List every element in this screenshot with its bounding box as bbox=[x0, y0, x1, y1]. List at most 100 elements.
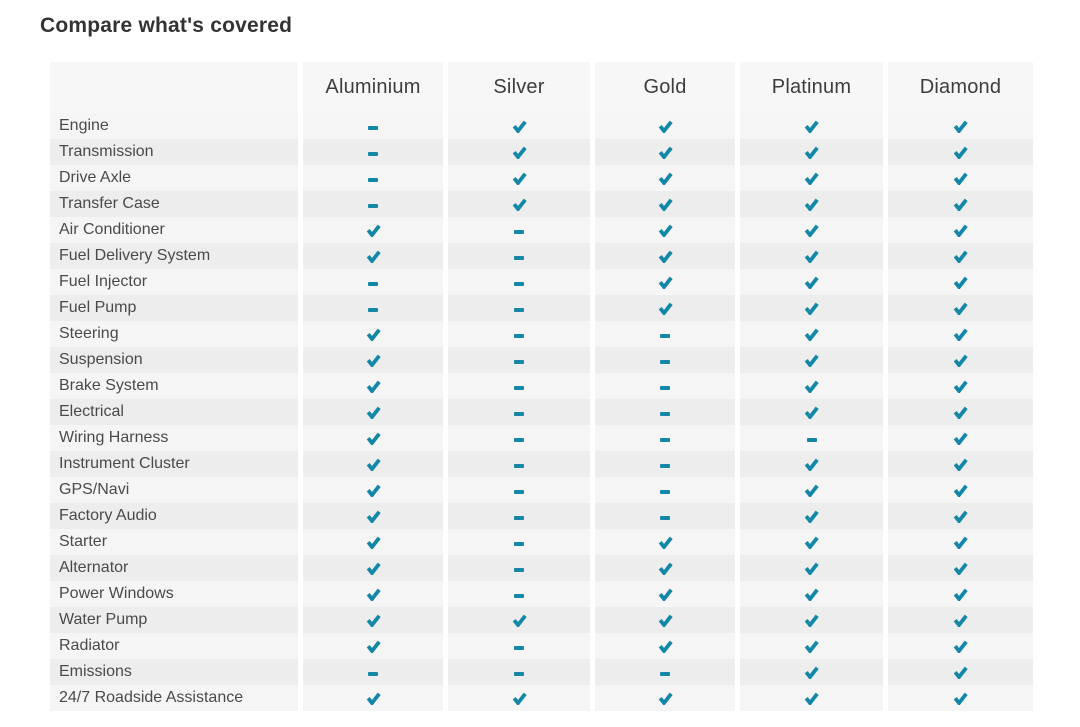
check-icon bbox=[953, 640, 968, 653]
coverage-cell bbox=[888, 217, 1033, 243]
coverage-cell bbox=[448, 555, 590, 581]
coverage-cell bbox=[448, 243, 590, 269]
coverage-cell bbox=[595, 295, 735, 321]
coverage-cell bbox=[740, 113, 883, 139]
coverage-cell bbox=[888, 503, 1033, 529]
coverage-cell bbox=[888, 659, 1033, 685]
check-icon bbox=[953, 692, 968, 705]
coverage-cell bbox=[888, 425, 1033, 451]
row-label: Factory Audio bbox=[50, 503, 298, 529]
coverage-cell bbox=[303, 529, 443, 555]
check-icon bbox=[804, 120, 819, 133]
check-icon bbox=[953, 562, 968, 575]
coverage-cell bbox=[448, 321, 590, 347]
check-icon bbox=[953, 302, 968, 315]
coverage-cell bbox=[595, 451, 735, 477]
check-icon bbox=[953, 614, 968, 627]
row-label: Radiator bbox=[50, 633, 298, 659]
check-icon bbox=[804, 172, 819, 185]
table-row: Air Conditioner bbox=[50, 217, 1033, 243]
coverage-cell bbox=[448, 529, 590, 555]
coverage-cell bbox=[303, 139, 443, 165]
check-icon bbox=[658, 588, 673, 601]
coverage-cell bbox=[888, 399, 1033, 425]
coverage-cell bbox=[595, 243, 735, 269]
dash-icon bbox=[514, 567, 524, 572]
table-row: GPS/Navi bbox=[50, 477, 1033, 503]
coverage-cell bbox=[595, 373, 735, 399]
coverage-cell bbox=[888, 529, 1033, 555]
table-row: Factory Audio bbox=[50, 503, 1033, 529]
coverage-cell bbox=[448, 633, 590, 659]
coverage-cell bbox=[595, 113, 735, 139]
coverage-cell bbox=[740, 347, 883, 373]
dash-icon bbox=[660, 359, 670, 364]
check-icon bbox=[804, 588, 819, 601]
check-icon bbox=[366, 510, 381, 523]
check-icon bbox=[804, 510, 819, 523]
coverage-cell bbox=[303, 217, 443, 243]
row-label: Power Windows bbox=[50, 581, 298, 607]
coverage-cell bbox=[740, 633, 883, 659]
coverage-cell bbox=[595, 477, 735, 503]
coverage-cell bbox=[448, 451, 590, 477]
check-icon bbox=[804, 380, 819, 393]
coverage-cell bbox=[888, 347, 1033, 373]
check-icon bbox=[804, 354, 819, 367]
coverage-cell bbox=[303, 503, 443, 529]
coverage-cell bbox=[448, 373, 590, 399]
dash-icon bbox=[368, 177, 378, 182]
check-icon bbox=[804, 198, 819, 211]
coverage-cell bbox=[303, 191, 443, 217]
coverage-cell bbox=[740, 503, 883, 529]
dash-icon bbox=[660, 411, 670, 416]
coverage-cell bbox=[448, 295, 590, 321]
coverage-cell bbox=[888, 165, 1033, 191]
coverage-cell bbox=[740, 477, 883, 503]
table-row: Steering bbox=[50, 321, 1033, 347]
page-title: Compare what's covered bbox=[40, 14, 293, 37]
coverage-cell bbox=[888, 191, 1033, 217]
coverage-cell bbox=[303, 347, 443, 373]
check-icon bbox=[953, 484, 968, 497]
coverage-cell bbox=[448, 347, 590, 373]
check-icon bbox=[804, 562, 819, 575]
row-label: Starter bbox=[50, 529, 298, 555]
dash-icon bbox=[368, 125, 378, 130]
coverage-cell bbox=[303, 659, 443, 685]
row-label: Alternator bbox=[50, 555, 298, 581]
check-icon bbox=[512, 146, 527, 159]
check-icon bbox=[804, 614, 819, 627]
dash-icon bbox=[660, 463, 670, 468]
coverage-cell bbox=[740, 269, 883, 295]
check-icon bbox=[953, 224, 968, 237]
check-icon bbox=[953, 380, 968, 393]
row-label: Wiring Harness bbox=[50, 425, 298, 451]
check-icon bbox=[953, 666, 968, 679]
check-icon bbox=[804, 146, 819, 159]
coverage-cell bbox=[448, 607, 590, 633]
dash-icon bbox=[368, 281, 378, 286]
coverage-cell bbox=[303, 321, 443, 347]
coverage-cell bbox=[448, 191, 590, 217]
coverage-cell bbox=[303, 399, 443, 425]
check-icon bbox=[658, 536, 673, 549]
coverage-cell bbox=[888, 685, 1033, 711]
check-icon bbox=[366, 692, 381, 705]
dash-icon bbox=[514, 489, 524, 494]
dash-icon bbox=[514, 255, 524, 260]
coverage-cell bbox=[303, 269, 443, 295]
check-icon bbox=[658, 120, 673, 133]
row-label: Fuel Delivery System bbox=[50, 243, 298, 269]
coverage-cell bbox=[448, 659, 590, 685]
coverage-cell bbox=[740, 555, 883, 581]
coverage-cell bbox=[740, 685, 883, 711]
coverage-cell bbox=[595, 555, 735, 581]
dash-icon bbox=[368, 203, 378, 208]
check-icon bbox=[953, 406, 968, 419]
coverage-cell bbox=[448, 399, 590, 425]
coverage-cell bbox=[448, 685, 590, 711]
check-icon bbox=[804, 640, 819, 653]
column-header-aluminium: Aluminium bbox=[303, 62, 443, 113]
coverage-cell bbox=[303, 451, 443, 477]
